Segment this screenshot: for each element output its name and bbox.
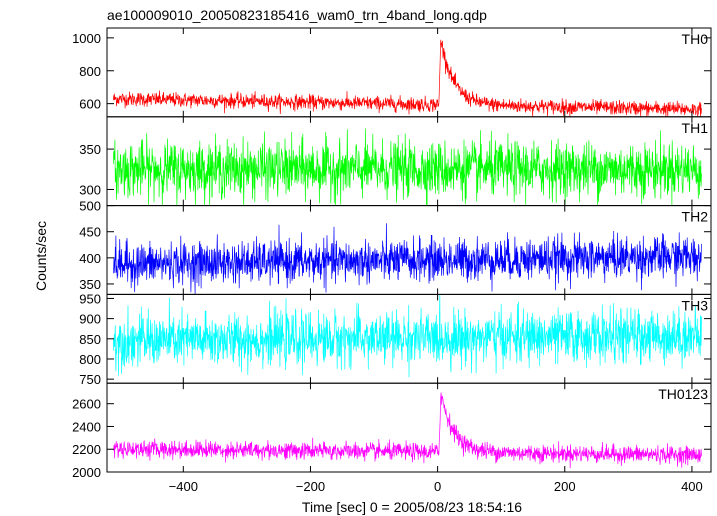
series-line-th3 <box>113 294 702 378</box>
series-label-th2: TH2 <box>682 209 709 225</box>
y-tick-label: 850 <box>79 332 101 347</box>
x-ticks: −400 −200 0 200 400 <box>169 479 703 494</box>
x-tick-label: −400 <box>169 479 198 494</box>
x-tick-label: 400 <box>681 479 703 494</box>
y-tick-label: 750 <box>79 372 101 387</box>
x-axis-label: Time [sec] 0 = 2005/08/23 18:54:16 <box>302 499 522 515</box>
x-tick-label: 0 <box>434 479 441 494</box>
y-tick-label: 900 <box>79 312 101 327</box>
x-tick-label: −200 <box>296 479 325 494</box>
series-line-th0123 <box>113 392 702 469</box>
series-label-th0: TH0 <box>682 31 709 47</box>
panel-th0: 600 800 1000 TH0 <box>72 27 712 118</box>
y-tick-label: 2600 <box>72 397 101 412</box>
y-tick-label: 2200 <box>72 442 101 457</box>
series-line-th2 <box>113 223 702 295</box>
panel-th1: 300 350 TH1 <box>79 116 712 207</box>
y-tick-label: 600 <box>79 97 101 112</box>
y-tick-label: 500 <box>79 199 101 214</box>
series-line-th1 <box>113 128 702 206</box>
series-label-th0123: TH0123 <box>658 386 708 402</box>
y-tick-label: 350 <box>79 142 101 157</box>
y-axis-label: Counts/sec <box>33 221 49 291</box>
y-tick-label: 400 <box>79 251 101 266</box>
panel-th0123: 2000 2200 2400 2600 TH0123 <box>72 382 712 480</box>
y-tick-label: 450 <box>79 225 101 240</box>
series-label-th3: TH3 <box>682 297 709 313</box>
y-tick-label: 2400 <box>72 419 101 434</box>
y-tick-label: 800 <box>79 64 101 79</box>
y-tick-label: 1000 <box>72 31 101 46</box>
x-tick-label: 200 <box>554 479 576 494</box>
series-label-th1: TH1 <box>682 120 709 136</box>
panel-frame <box>106 382 712 473</box>
series-line-th0 <box>113 39 702 117</box>
y-tick-label: 800 <box>79 352 101 367</box>
y-tick-label: 300 <box>79 182 101 197</box>
y-tick-label: 350 <box>79 277 101 292</box>
panel-th2: 350 400 450 500 TH2 <box>79 199 712 295</box>
chart-title: ae100009010_20050823185416_wam0_trn_4ban… <box>107 7 487 23</box>
panels: 600 800 1000 TH0 300 350 TH1 350 400 450 500 TH2 750… <box>72 27 712 480</box>
y-tick-label: 950 <box>79 291 101 306</box>
panel-th3: 750 800 850 900 950 TH3 <box>79 291 712 387</box>
y-tick-label: 2000 <box>72 465 101 480</box>
